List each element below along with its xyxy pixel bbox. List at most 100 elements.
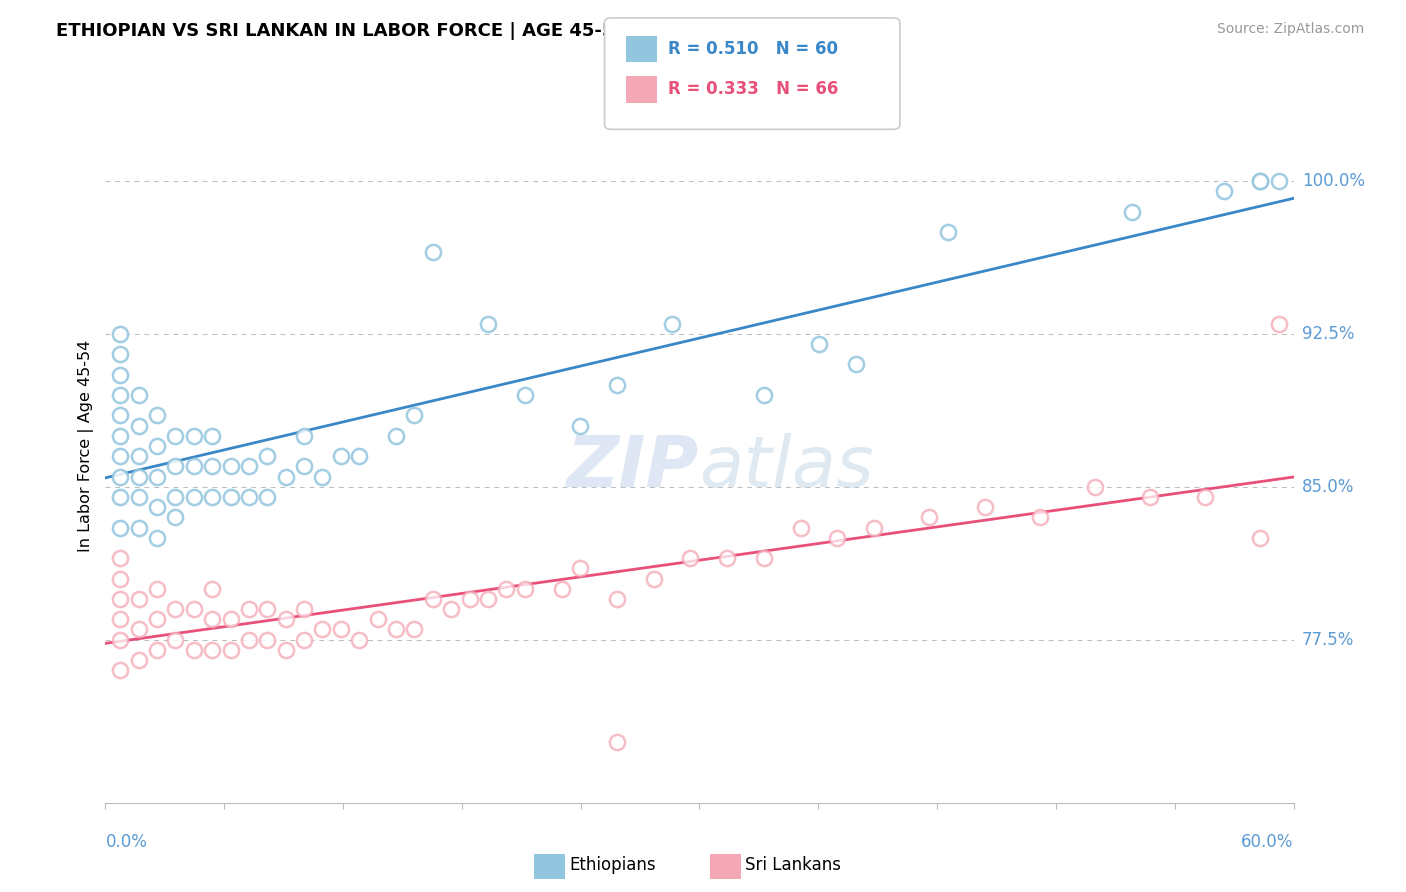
Point (606, 591, 628, 606)
Text: Sri Lankans: Sri Lankans (745, 856, 841, 874)
Point (183, 459, 205, 474)
Point (256, 490, 278, 504)
Point (1268, 317, 1291, 331)
Point (108, 572, 131, 586)
Point (108, 409, 131, 423)
Text: Source: ZipAtlas.com: Source: ZipAtlas.com (1216, 22, 1364, 37)
Point (274, 469, 297, 483)
Point (165, 490, 187, 504)
Point (165, 510, 187, 524)
Text: 100.0%: 100.0% (1302, 172, 1365, 190)
Point (219, 643, 242, 657)
Point (238, 459, 260, 474)
Point (108, 663, 131, 677)
Point (128, 490, 150, 504)
Point (329, 623, 352, 637)
Point (128, 520, 150, 534)
Point (477, 317, 499, 331)
Point (716, 551, 738, 566)
Point (789, 520, 811, 534)
Point (606, 377, 628, 392)
Point (256, 632, 278, 647)
Point (808, 337, 831, 351)
Point (1139, 490, 1161, 504)
Point (292, 459, 315, 474)
Point (292, 632, 315, 647)
Point (329, 449, 352, 463)
Point (108, 520, 131, 534)
Point (477, 591, 499, 606)
Point (422, 245, 444, 260)
Point (550, 582, 572, 596)
Y-axis label: In Labor Force | Age 45-54: In Labor Force | Age 45-54 (79, 340, 94, 552)
Point (274, 612, 297, 626)
Point (108, 612, 131, 626)
Point (422, 591, 444, 606)
Point (404, 409, 426, 423)
Point (311, 469, 333, 483)
Point (643, 572, 665, 586)
Point (1268, 174, 1291, 188)
Point (128, 653, 150, 667)
Point (128, 449, 150, 463)
Point (108, 429, 131, 443)
Point (146, 469, 169, 483)
Point (292, 602, 315, 616)
Text: 77.5%: 77.5% (1302, 631, 1354, 648)
Point (146, 500, 169, 515)
Point (827, 531, 849, 545)
Point (404, 623, 426, 637)
Point (661, 317, 683, 331)
Point (513, 582, 536, 596)
Point (256, 449, 278, 463)
Point (311, 623, 333, 637)
Text: 85.0%: 85.0% (1302, 478, 1354, 496)
Point (606, 734, 628, 748)
Point (201, 643, 224, 657)
Point (1194, 490, 1216, 504)
Point (863, 520, 886, 534)
Point (495, 582, 517, 596)
Point (568, 561, 591, 575)
Point (183, 490, 205, 504)
Point (201, 459, 224, 474)
Point (1249, 174, 1271, 188)
Text: ZIP: ZIP (567, 433, 700, 502)
Point (238, 490, 260, 504)
Point (108, 591, 131, 606)
Point (146, 582, 169, 596)
Point (936, 225, 959, 239)
Point (128, 591, 150, 606)
Point (458, 591, 481, 606)
Point (108, 469, 131, 483)
Point (568, 418, 591, 433)
Point (238, 632, 260, 647)
Point (219, 459, 242, 474)
Point (845, 358, 868, 372)
Point (108, 449, 131, 463)
Text: 60.0%: 60.0% (1241, 833, 1294, 851)
Point (165, 602, 187, 616)
Point (128, 418, 150, 433)
Point (165, 429, 187, 443)
Point (385, 623, 408, 637)
Point (128, 469, 150, 483)
Text: Ethiopians: Ethiopians (569, 856, 657, 874)
Point (256, 602, 278, 616)
Point (292, 429, 315, 443)
Point (1028, 510, 1050, 524)
Point (349, 449, 371, 463)
Point (183, 643, 205, 657)
Text: 92.5%: 92.5% (1302, 325, 1354, 343)
Point (128, 388, 150, 402)
Point (918, 510, 941, 524)
Point (219, 612, 242, 626)
Point (108, 490, 131, 504)
Point (146, 531, 169, 545)
Point (183, 429, 205, 443)
Point (274, 643, 297, 657)
Text: ETHIOPIAN VS SRI LANKAN IN LABOR FORCE | AGE 45-54 CORRELATION CHART: ETHIOPIAN VS SRI LANKAN IN LABOR FORCE |… (56, 22, 848, 40)
Point (385, 429, 408, 443)
Point (1121, 204, 1143, 219)
Point (146, 643, 169, 657)
